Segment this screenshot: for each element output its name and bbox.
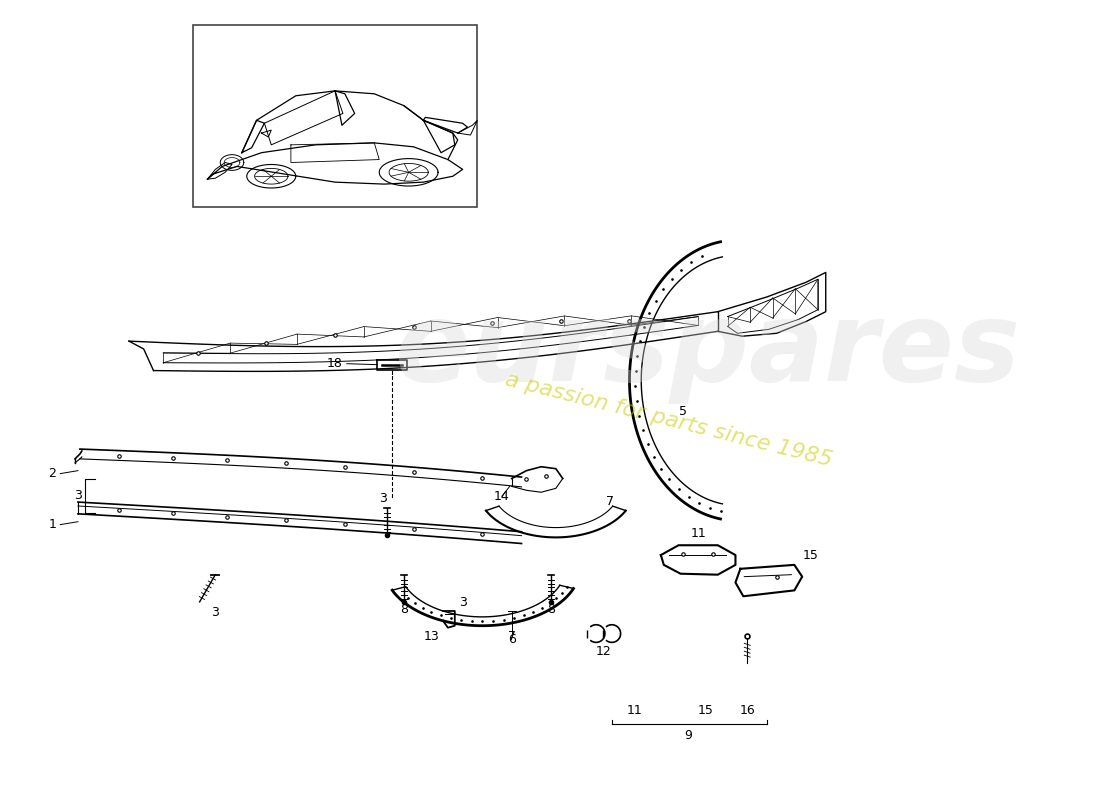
Text: 18: 18 bbox=[327, 357, 343, 370]
Text: 14: 14 bbox=[494, 490, 509, 503]
Text: 11: 11 bbox=[627, 704, 642, 717]
Text: 15: 15 bbox=[802, 549, 818, 562]
Text: 7: 7 bbox=[606, 495, 614, 508]
Text: 15: 15 bbox=[698, 704, 714, 717]
Text: 6: 6 bbox=[508, 634, 516, 646]
Text: 5: 5 bbox=[680, 405, 688, 418]
Text: 3: 3 bbox=[74, 489, 81, 502]
Text: eurspares: eurspares bbox=[395, 298, 1021, 405]
Text: 3: 3 bbox=[459, 596, 466, 609]
Text: 8: 8 bbox=[547, 603, 556, 616]
Text: 3: 3 bbox=[379, 492, 387, 505]
Text: 7: 7 bbox=[508, 630, 516, 643]
Text: 9: 9 bbox=[684, 729, 692, 742]
Text: 8: 8 bbox=[399, 603, 408, 616]
Text: 3: 3 bbox=[211, 606, 219, 619]
Text: 1: 1 bbox=[48, 518, 56, 531]
Text: a passion for parts since 1985: a passion for parts since 1985 bbox=[503, 370, 834, 470]
Text: 13: 13 bbox=[424, 630, 439, 643]
Text: 11: 11 bbox=[691, 527, 706, 540]
Text: 16: 16 bbox=[739, 704, 755, 717]
FancyBboxPatch shape bbox=[192, 25, 477, 206]
Text: 12: 12 bbox=[596, 645, 612, 658]
Text: 2: 2 bbox=[48, 467, 56, 480]
